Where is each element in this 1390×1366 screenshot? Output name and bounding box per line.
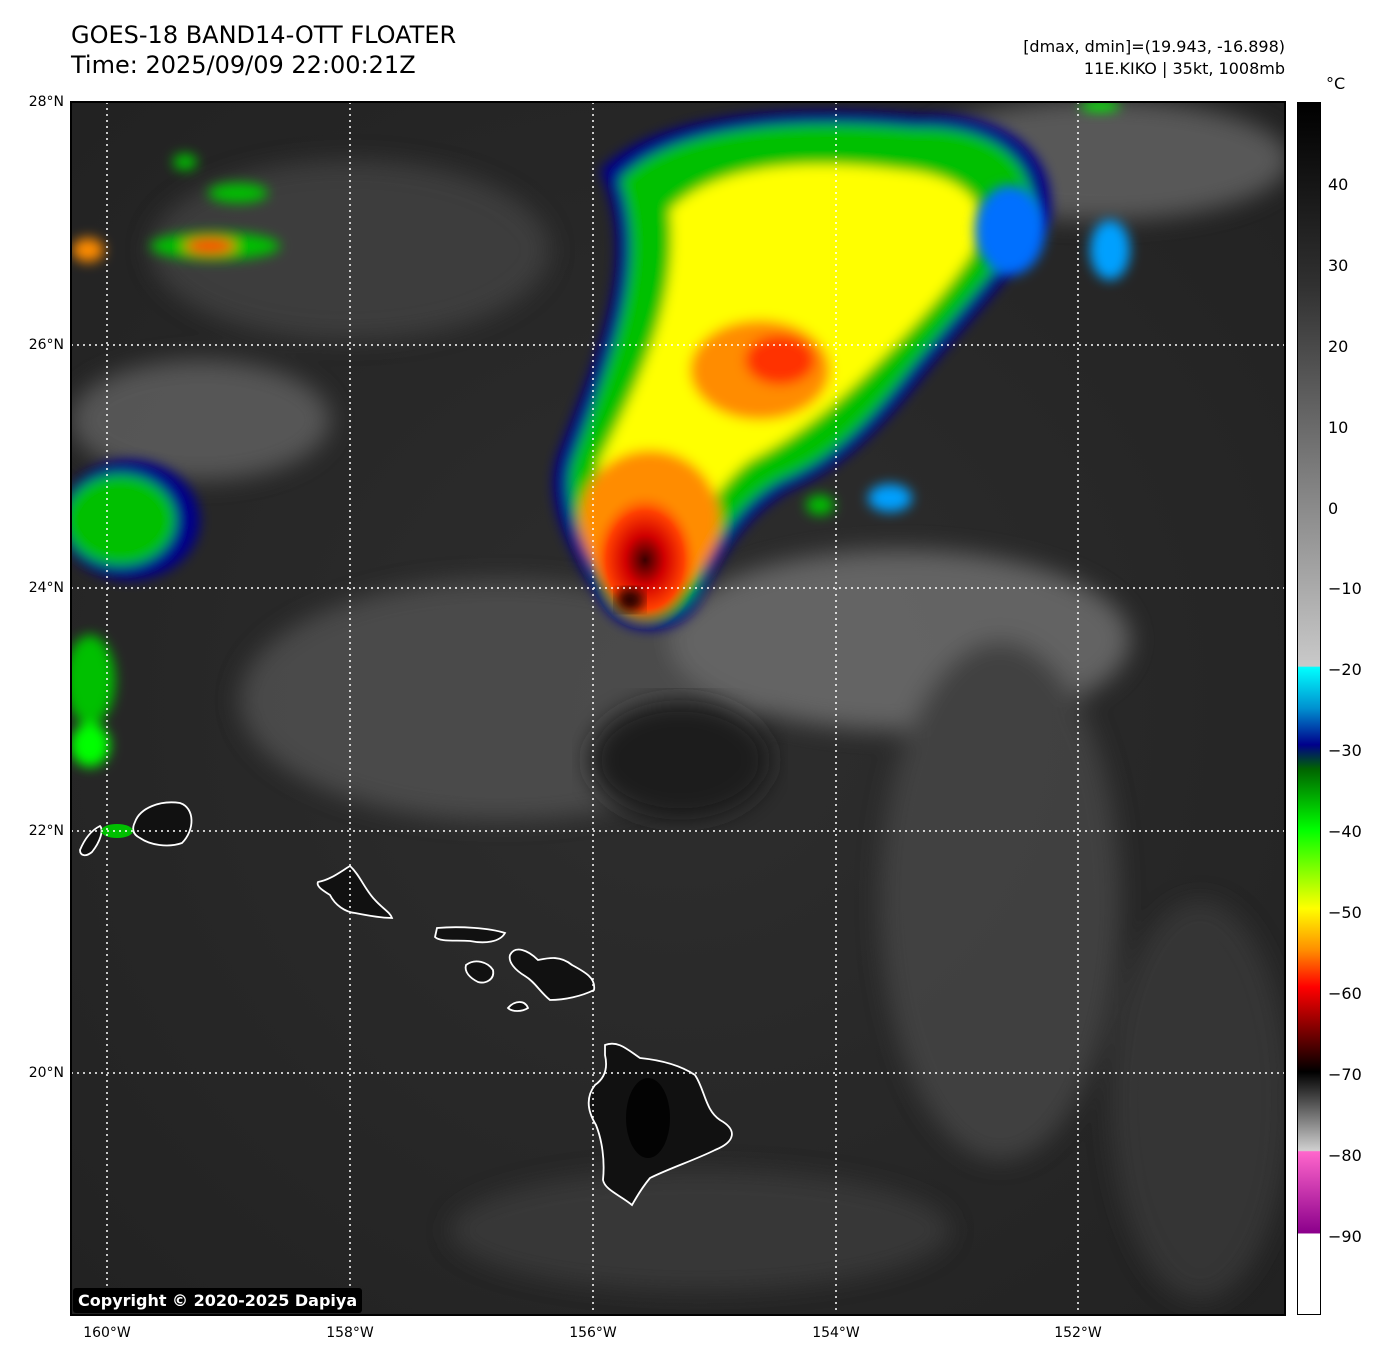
data-range: [dmax, dmin]=(19.943, -16.898) — [1023, 37, 1285, 56]
copyright-badge: Copyright © 2020-2025 Dapiya — [73, 1288, 363, 1313]
storm-center — [590, 700, 770, 820]
niihau-outline — [79, 824, 103, 857]
colorbar-tick: 40 — [1328, 175, 1349, 194]
maui-outline — [508, 948, 596, 1001]
mauna-loa-cold-summit — [626, 1078, 670, 1158]
colorbar-tick: −40 — [1328, 822, 1362, 841]
lat-label-22n: 22°N — [28, 823, 64, 839]
lon-label-160w: 160°W — [83, 1325, 131, 1341]
lon-label-158w: 158°W — [326, 1325, 374, 1341]
colorbar-tick: 20 — [1328, 337, 1349, 356]
lat-label-24n: 24°N — [28, 580, 64, 596]
coldest-core — [590, 490, 700, 630]
lanai-outline — [464, 960, 495, 984]
lon-label-154w: 154°W — [812, 1325, 860, 1341]
molokai-outline — [434, 926, 507, 944]
map-frame — [70, 101, 1286, 1316]
lat-label-20n: 20°N — [28, 1065, 64, 1081]
lon-label-156w: 156°W — [569, 1325, 617, 1341]
colorbar-tick: −20 — [1328, 660, 1362, 679]
colorbar-tick: 0 — [1328, 499, 1339, 518]
colorbar-tick: −30 — [1328, 741, 1362, 760]
western-convection — [71, 102, 1120, 767]
convective-cloud-mass — [553, 110, 1052, 630]
kauai-outline — [132, 801, 193, 847]
colorbar-tick: −70 — [1328, 1065, 1362, 1084]
colorbar-tick: 10 — [1328, 418, 1349, 437]
colorbar-unit: °C — [1326, 74, 1346, 93]
colorbar-tick: 30 — [1328, 256, 1349, 275]
storm-info: 11E.KIKO | 35kt, 1008mb — [1083, 59, 1285, 78]
product-title: GOES-18 BAND14-OTT FLOATER — [71, 21, 457, 49]
colorbar-tick: −60 — [1328, 984, 1362, 1003]
colorbar-tick: −90 — [1328, 1227, 1362, 1246]
colorbar-tick: −80 — [1328, 1146, 1362, 1165]
lon-label-152w: 152°W — [1054, 1325, 1102, 1341]
colorbar-tick: −10 — [1328, 579, 1362, 598]
colorbar-tick: −50 — [1328, 903, 1362, 922]
temperature-colorbar — [1297, 102, 1321, 1315]
kauai-cloud — [101, 824, 133, 838]
lat-label-28n: 28°N — [28, 94, 64, 110]
valid-time: Time: 2025/09/09 22:00:21Z — [71, 51, 416, 79]
lat-label-26n: 26°N — [28, 337, 64, 353]
kahoolawe-outline — [506, 1001, 530, 1012]
cirrus-fragments — [806, 185, 1130, 515]
graticule — [71, 102, 1285, 1315]
